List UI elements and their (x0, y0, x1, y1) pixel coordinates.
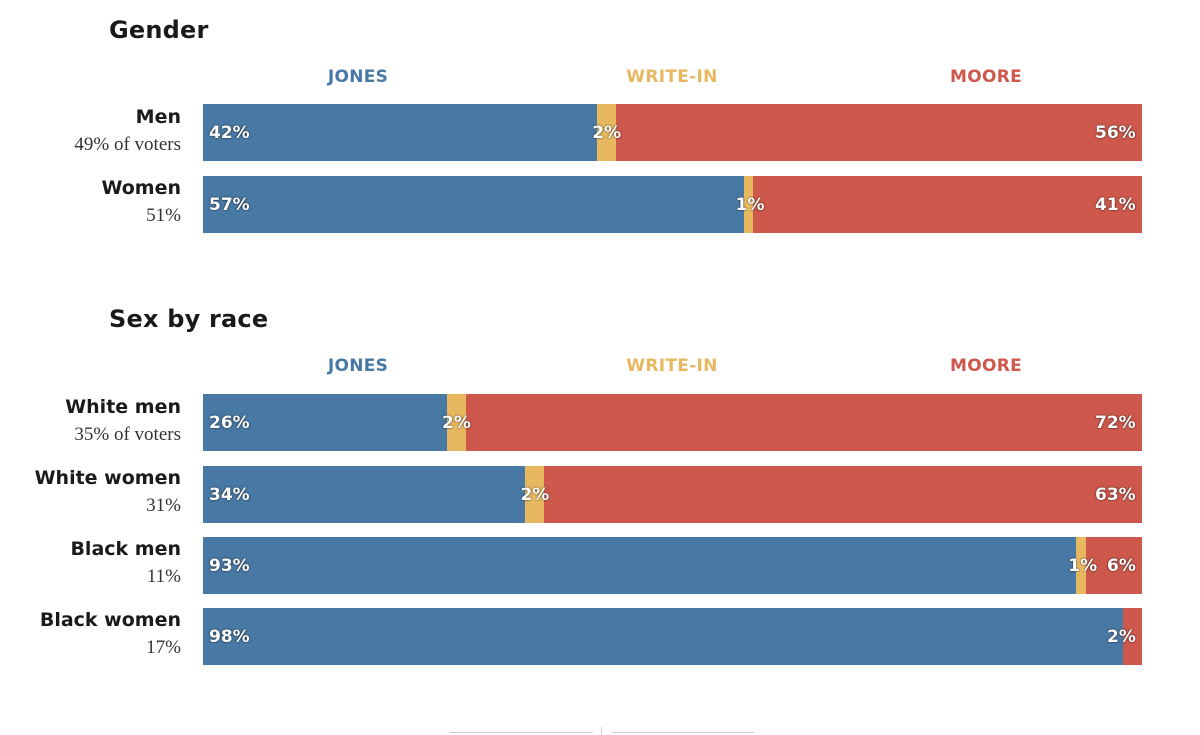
row-label-women: Women 51% (101, 174, 181, 230)
bar-segment-jones (203, 537, 1077, 594)
bar-segment-moore (616, 104, 1142, 161)
data-label-moore: 63% (1095, 484, 1136, 505)
data-label-moore: 2% (1107, 626, 1136, 647)
category-share: 11% (146, 566, 181, 587)
data-label-jones: 57% (209, 194, 250, 215)
bar-black-men: 93% 1% 6% (203, 537, 1142, 594)
category-name: Black men (70, 538, 181, 560)
footer-divider-left (450, 732, 593, 733)
category-name: Black women (39, 609, 181, 631)
bar-men: 42% 2% 56% (203, 104, 1142, 161)
category-share: 35% of voters (74, 424, 181, 445)
footer-divider-right (611, 732, 754, 733)
data-label-write-in: 2% (592, 122, 622, 143)
bar-segment-write-in (1076, 537, 1086, 594)
data-label-jones: 34% (209, 484, 250, 505)
row-label-white-men: White men 35% of voters (65, 393, 181, 449)
data-label-moore: 41% (1095, 194, 1136, 215)
bar-segment-moore (753, 176, 1142, 233)
category-name: White women (34, 467, 181, 489)
bar-segment-jones (203, 104, 598, 161)
category-name: Men (135, 106, 181, 128)
legend-jones: JONES (327, 67, 389, 87)
bar-women: 57% 1% 41% (203, 176, 1142, 233)
data-label-jones: 42% (209, 122, 250, 143)
bar-segment-write-in (597, 104, 617, 161)
bar-segment-moore (1085, 537, 1142, 594)
bar-segment-write-in (743, 176, 754, 233)
data-label-write-in: 2% (442, 412, 471, 433)
category-share: 49% of voters (74, 134, 181, 155)
bar-segment-jones (203, 466, 526, 523)
legend-moore: MOORE (949, 67, 1023, 87)
bar-segment-write-in (525, 466, 545, 523)
legend-moore: MOORE (949, 356, 1023, 376)
chart-title: Gender (109, 16, 209, 44)
data-label-write-in: 1% (1068, 555, 1098, 576)
bar-white-men: 26% 2% 72% (203, 394, 1142, 451)
data-label-jones: 98% (209, 626, 250, 647)
row-label-men: Men 49% of voters (74, 103, 181, 159)
category-name: White men (65, 396, 181, 418)
data-label-jones: 93% (209, 555, 250, 576)
category-share: 17% (146, 637, 181, 658)
legend-write-in: WRITE-IN (626, 356, 718, 376)
data-label-write-in: 1% (735, 194, 765, 215)
footer-divider-tick (601, 727, 602, 735)
bar-segment-jones (203, 608, 1124, 665)
data-label-moore: 56% (1095, 122, 1136, 143)
legend-write-in: WRITE-IN (626, 67, 718, 87)
bar-black-women: 98% 2% (203, 608, 1142, 665)
category-name: Women (101, 177, 181, 199)
bar-segment-jones (203, 176, 744, 233)
data-label-moore: 72% (1095, 412, 1136, 433)
category-share: 51% (146, 205, 181, 226)
row-label-black-men: Black men 11% (70, 535, 181, 591)
chart-title: Sex by race (109, 305, 269, 333)
bar-segment-moore (544, 466, 1142, 523)
row-label-white-women: White women 31% (35, 464, 181, 520)
legend-jones: JONES (327, 356, 389, 376)
bar-white-women: 34% 2% 63% (203, 466, 1142, 523)
bar-segment-moore (1123, 608, 1142, 665)
bar-segment-jones (203, 394, 448, 451)
data-label-write-in: 2% (520, 484, 550, 505)
data-label-jones: 26% (209, 412, 250, 433)
bar-segment-moore (465, 394, 1142, 451)
data-label-moore: 6% (1107, 555, 1136, 576)
bar-segment-write-in (447, 394, 466, 451)
row-label-black-women: Black women 17% (40, 606, 181, 662)
category-share: 31% (146, 495, 181, 516)
